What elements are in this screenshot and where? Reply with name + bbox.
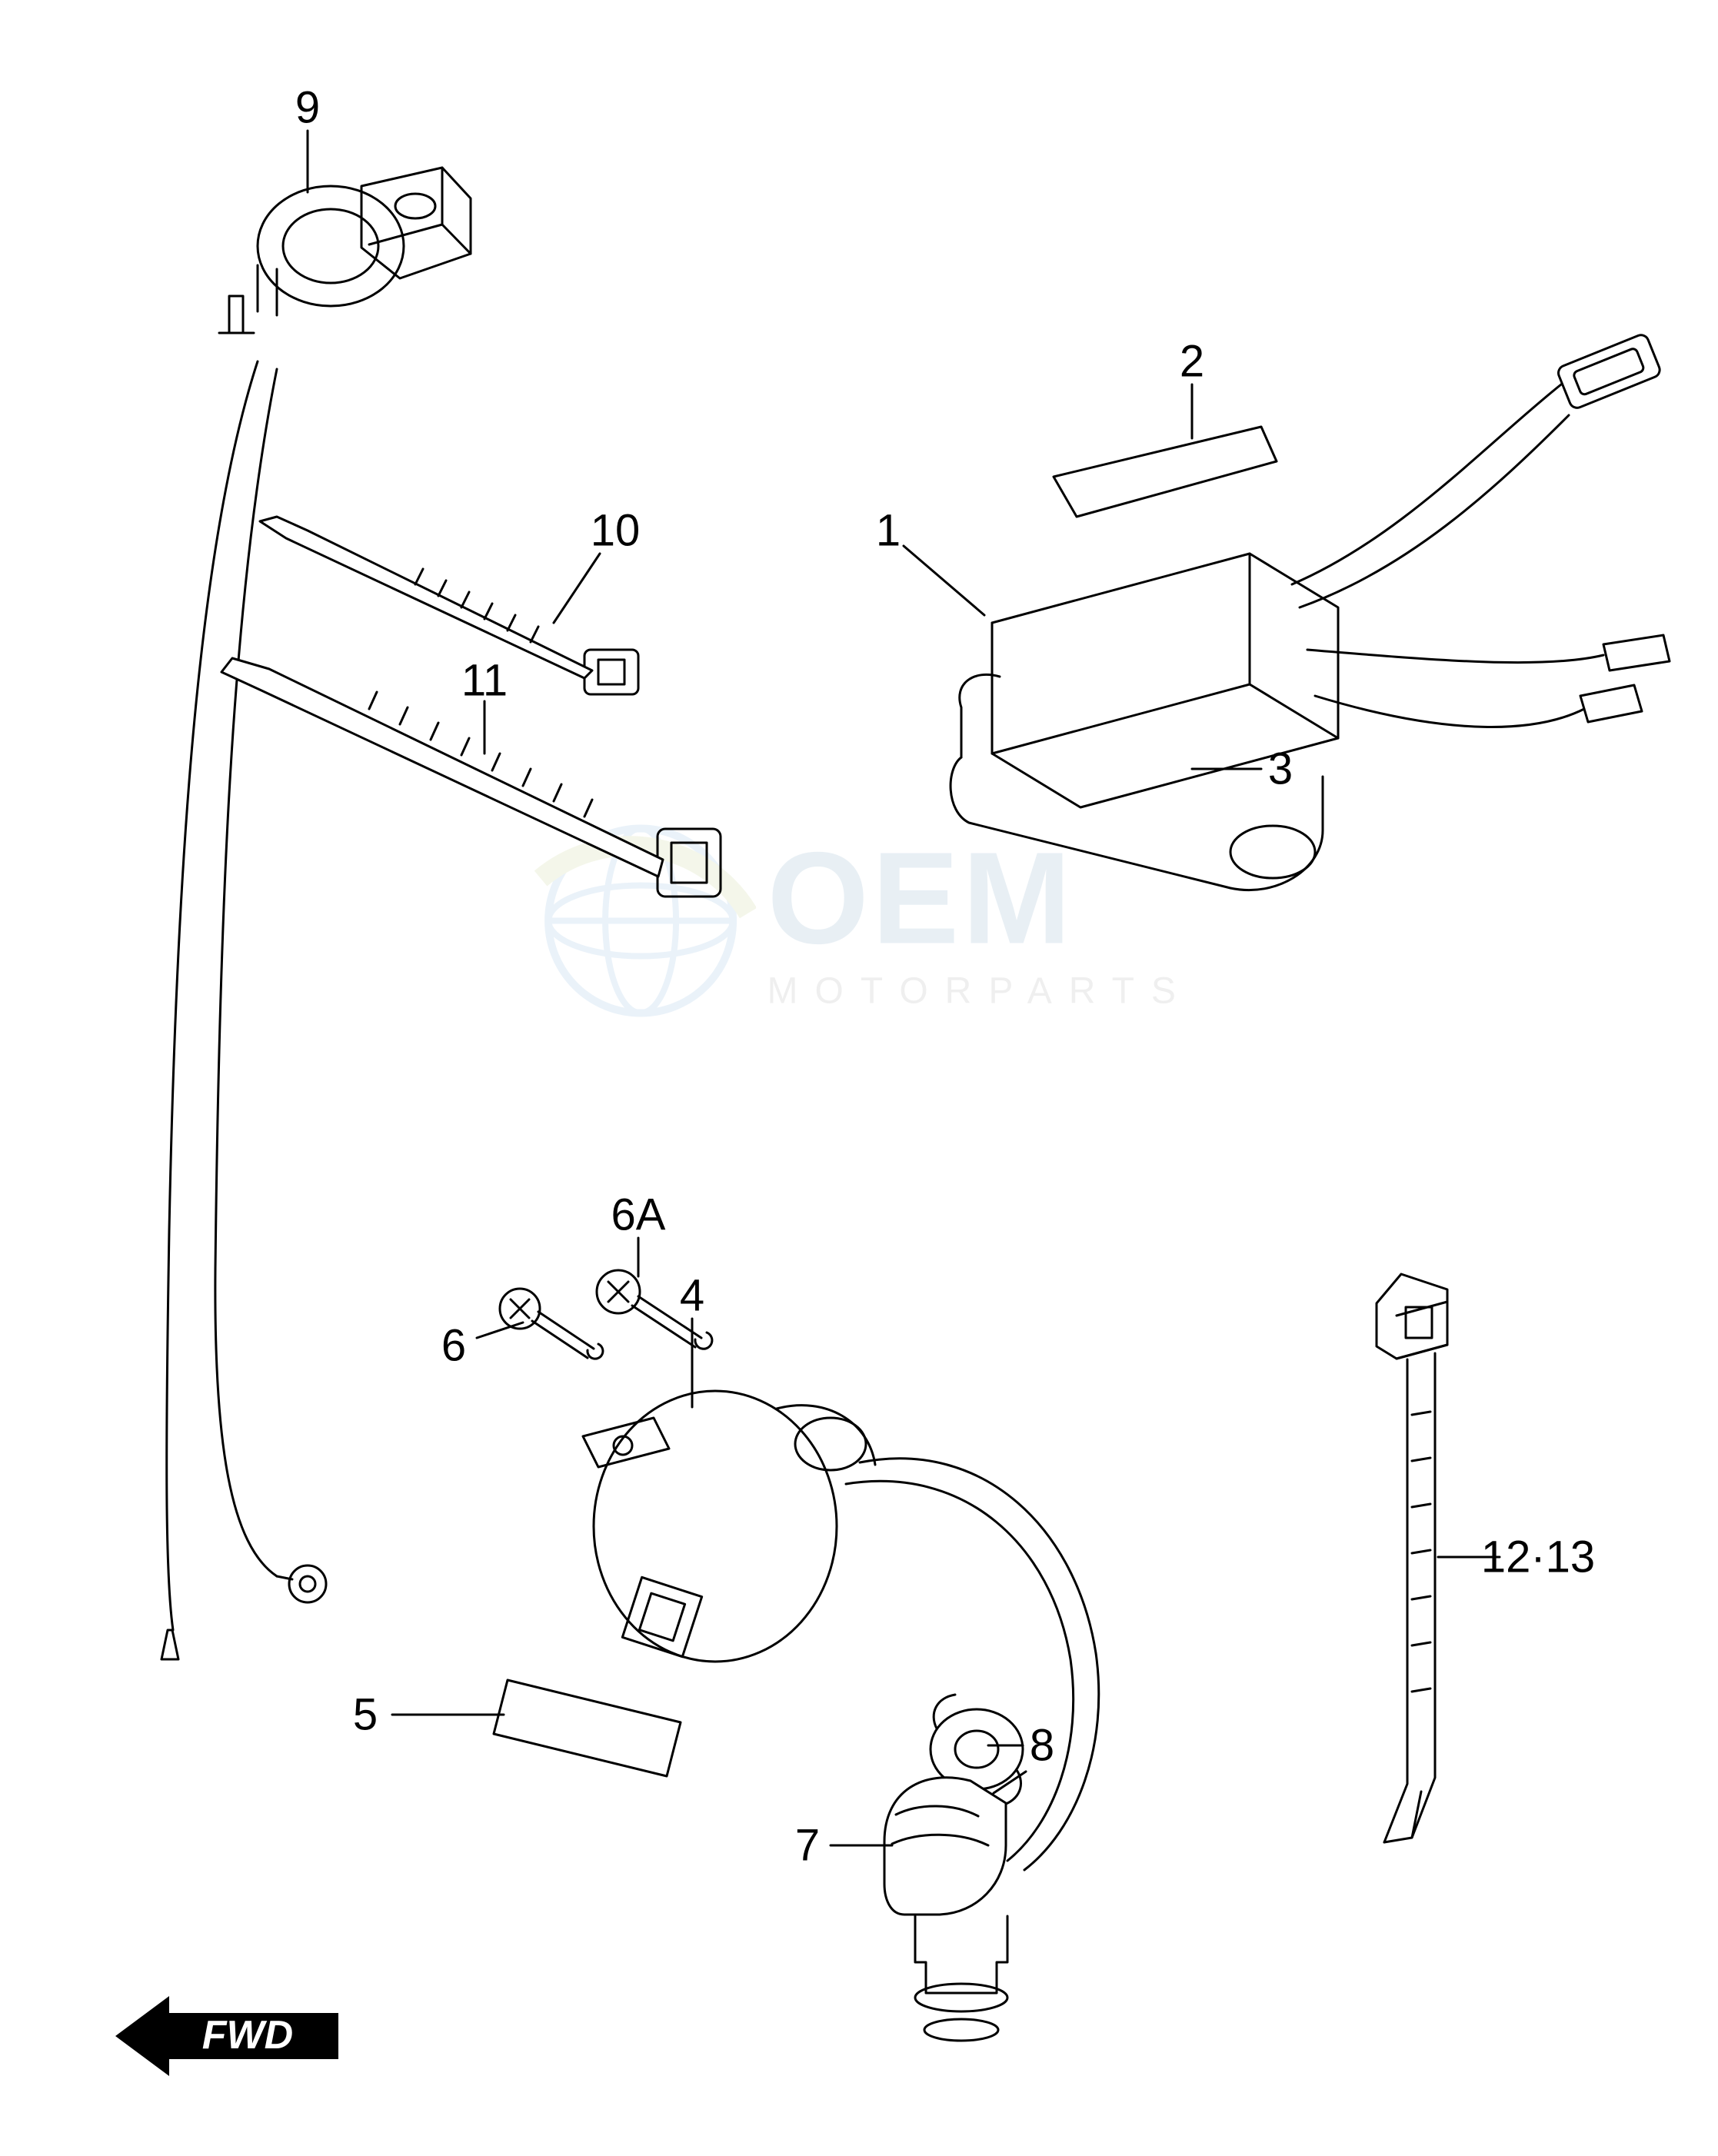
callout-2: 2 (1180, 336, 1204, 388)
callout-3: 3 (1268, 744, 1293, 795)
part-clamp-12-13 (1377, 1274, 1447, 1842)
part-bolt-6 (500, 1289, 603, 1359)
leader-lines (308, 131, 1500, 1845)
callout-8: 8 (1030, 1720, 1054, 1772)
part-cdi-unit (951, 333, 1670, 890)
callout-12-13: 12·13 (1481, 1532, 1595, 1583)
callout-5: 5 (353, 1689, 378, 1741)
callout-1: 1 (876, 505, 901, 557)
electrical-parts-diagram (0, 0, 1718, 2156)
part-ignition-coil (494, 1391, 1099, 1870)
part-engine-stop-switch (161, 168, 471, 1659)
callout-4: 4 (680, 1270, 704, 1322)
part-spark-plug-cap (884, 1772, 1026, 2041)
fwd-direction-badge: FWD (115, 1990, 346, 2086)
callout-6A: 6A (611, 1189, 666, 1241)
callout-7: 7 (795, 1820, 820, 1872)
callout-11: 11 (461, 655, 508, 707)
callout-6: 6 (441, 1320, 466, 1372)
callout-9: 9 (295, 82, 320, 134)
fwd-text: FWD (202, 2013, 293, 2058)
part-cable-tie-10 (260, 517, 638, 694)
callout-10: 10 (591, 505, 641, 557)
